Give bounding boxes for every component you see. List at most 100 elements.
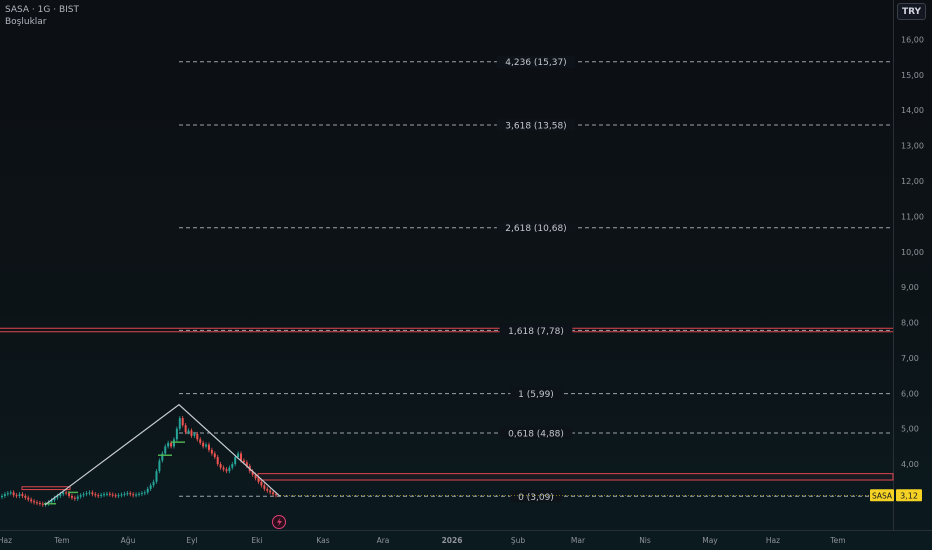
x-tick-label: Mar: [571, 536, 586, 545]
y-tick-label: 5,00: [901, 425, 919, 434]
candle-body: [225, 469, 228, 472]
candle-body: [38, 503, 41, 505]
candle-body: [219, 464, 222, 468]
symbol-tag-label: SASA: [872, 492, 893, 501]
y-tick-label: 11,00: [901, 212, 924, 221]
candle-body: [216, 457, 219, 465]
candle-body: [237, 453, 240, 458]
candle-body: [50, 500, 53, 503]
candle-body: [143, 492, 146, 494]
candle-body: [245, 462, 248, 466]
candle-body: [254, 474, 257, 479]
candle-body: [167, 442, 170, 447]
last-price-label: 3,12: [900, 492, 918, 501]
y-tick-label: 12,00: [901, 177, 924, 186]
candle-body: [111, 494, 114, 496]
trend-pattern-line: [44, 403, 281, 506]
candle-body: [205, 444, 208, 447]
candle-body: [184, 425, 187, 433]
candle-body: [132, 494, 135, 496]
candle-body: [62, 492, 65, 495]
candle-body: [269, 490, 272, 493]
candle-body: [85, 493, 88, 495]
fib-label-bg: [496, 221, 576, 234]
candle-body: [3, 494, 6, 496]
y-tick-label: 9,00: [901, 283, 919, 292]
candle-body: [53, 497, 56, 501]
candle-body: [193, 434, 196, 436]
y-tick-label: 7,00: [901, 354, 919, 363]
fib-level-label: 0,618 (4,88): [508, 429, 564, 439]
lightning-icon-glyph: [277, 517, 282, 527]
candle-body: [91, 492, 94, 495]
fib-level-label: 1,618 (7,78): [508, 327, 564, 337]
candle-body: [70, 495, 73, 498]
y-tick-label: 16,00: [901, 35, 924, 44]
y-tick-label: 6,00: [901, 389, 919, 398]
fib-level-label: 3,618 (13,58): [505, 122, 566, 132]
candle-body: [257, 478, 260, 482]
fib-level-label: 1 (5,99): [518, 390, 554, 400]
candle-body: [234, 457, 237, 465]
candle-body: [1, 495, 3, 498]
x-tick-label: Ara: [377, 536, 390, 545]
candle-body: [266, 488, 269, 491]
candle-body: [79, 495, 82, 497]
candle-body: [152, 481, 155, 486]
y-tick-label: 8,00: [901, 319, 919, 328]
candle-body: [149, 485, 152, 489]
candle-body: [263, 485, 266, 489]
candle-body: [117, 495, 120, 497]
candle-body: [251, 471, 254, 475]
candle-body: [190, 430, 193, 436]
candle-body: [158, 460, 161, 472]
candle-body: [260, 481, 263, 486]
fib-label-bg: [499, 426, 573, 439]
candle-body: [68, 493, 71, 496]
candle-body: [222, 467, 225, 470]
x-tick-label: Kas: [316, 536, 329, 545]
indicator-label[interactable]: Boşluklar: [5, 17, 47, 27]
candle-body: [27, 497, 30, 500]
fib-label-bg: [510, 387, 562, 400]
candle-body: [82, 494, 85, 496]
y-tick-label: 10,00: [901, 248, 924, 257]
candle-body: [199, 439, 202, 443]
candle-body: [170, 442, 173, 447]
candle-body: [35, 502, 38, 504]
fib-label-bg: [496, 55, 576, 68]
y-tick-label: 14,00: [901, 106, 924, 115]
candle-body: [56, 495, 59, 498]
fib-label-bg: [510, 490, 562, 503]
candle-body: [181, 418, 184, 426]
x-tick-label: Haz: [0, 536, 12, 545]
candle-body: [228, 467, 231, 472]
candle-body: [9, 492, 12, 494]
symbol-price-tag: [870, 489, 894, 502]
candle-body: [33, 501, 36, 503]
candle-body: [138, 493, 140, 495]
currency-button[interactable]: TRY: [897, 3, 926, 20]
candle-body: [272, 492, 275, 495]
candle-body: [21, 494, 24, 496]
x-tick-label: Eki: [251, 536, 262, 545]
candle-body: [207, 444, 210, 450]
candle-body: [242, 460, 245, 463]
candle-body: [65, 492, 68, 494]
candle-body: [210, 449, 213, 454]
x-tick-label: Şub: [511, 536, 526, 545]
candle-body: [202, 442, 205, 447]
x-tick-label: Tem: [53, 536, 69, 545]
candle-body: [187, 430, 190, 433]
candle-body: [59, 494, 62, 496]
fib-level-label: 2,618 (10,68): [505, 224, 566, 234]
x-tick-label: Nis: [639, 536, 651, 545]
candle-body: [41, 503, 44, 505]
candle-body: [146, 488, 149, 493]
candle-body: [88, 492, 91, 494]
candle-body: [196, 434, 199, 440]
candle-body: [15, 495, 18, 497]
x-tick-label: Haz: [766, 536, 780, 545]
candle-body: [178, 418, 181, 429]
